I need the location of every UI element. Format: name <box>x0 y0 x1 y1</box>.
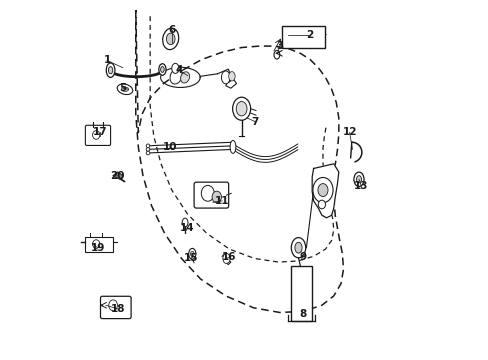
FancyBboxPatch shape <box>101 296 131 319</box>
Ellipse shape <box>353 172 363 186</box>
Ellipse shape <box>108 67 113 74</box>
Text: 7: 7 <box>251 117 259 127</box>
Text: 5: 5 <box>119 83 126 93</box>
Ellipse shape <box>294 242 302 253</box>
Ellipse shape <box>190 251 194 256</box>
Ellipse shape <box>232 97 250 120</box>
Text: 19: 19 <box>90 243 104 253</box>
Text: 2: 2 <box>306 30 313 40</box>
Ellipse shape <box>171 63 179 73</box>
Text: 4: 4 <box>175 65 183 75</box>
Ellipse shape <box>317 184 327 197</box>
Ellipse shape <box>121 87 128 91</box>
Text: 12: 12 <box>342 127 356 138</box>
Text: 3: 3 <box>276 41 283 51</box>
Bar <box>282 26 325 48</box>
Text: 8: 8 <box>299 309 306 319</box>
Text: 18: 18 <box>110 304 125 314</box>
Ellipse shape <box>228 72 235 81</box>
Ellipse shape <box>170 69 182 84</box>
Ellipse shape <box>146 151 149 155</box>
Polygon shape <box>113 172 125 182</box>
Text: 11: 11 <box>215 196 229 206</box>
Ellipse shape <box>180 72 189 83</box>
Ellipse shape <box>223 253 230 264</box>
Ellipse shape <box>212 191 221 203</box>
Ellipse shape <box>201 185 214 201</box>
Text: 9: 9 <box>299 252 306 262</box>
FancyBboxPatch shape <box>194 182 228 208</box>
Text: 16: 16 <box>222 252 236 262</box>
Text: 14: 14 <box>180 222 195 233</box>
Ellipse shape <box>146 144 149 148</box>
Ellipse shape <box>108 300 117 311</box>
Ellipse shape <box>159 64 166 75</box>
Ellipse shape <box>117 84 132 95</box>
Ellipse shape <box>92 131 100 139</box>
Text: 10: 10 <box>162 142 177 152</box>
FancyBboxPatch shape <box>85 125 110 145</box>
Bar <box>85 237 113 252</box>
Text: 6: 6 <box>168 24 175 35</box>
Text: 15: 15 <box>183 253 198 264</box>
Bar <box>290 266 311 321</box>
Ellipse shape <box>236 102 246 116</box>
Text: 17: 17 <box>92 127 107 138</box>
Polygon shape <box>311 164 338 218</box>
Text: 20: 20 <box>110 171 125 181</box>
Ellipse shape <box>92 240 100 248</box>
Ellipse shape <box>182 218 187 227</box>
Ellipse shape <box>160 67 164 72</box>
Ellipse shape <box>146 148 149 151</box>
Ellipse shape <box>166 33 175 45</box>
Ellipse shape <box>356 176 361 183</box>
Ellipse shape <box>230 140 235 153</box>
Text: 1: 1 <box>103 55 110 66</box>
Ellipse shape <box>291 238 305 258</box>
Ellipse shape <box>221 71 230 84</box>
Ellipse shape <box>188 248 196 259</box>
Ellipse shape <box>312 177 332 203</box>
Ellipse shape <box>106 63 115 77</box>
Ellipse shape <box>318 200 325 209</box>
Ellipse shape <box>273 50 279 59</box>
Ellipse shape <box>163 28 178 50</box>
Text: 13: 13 <box>353 181 368 192</box>
